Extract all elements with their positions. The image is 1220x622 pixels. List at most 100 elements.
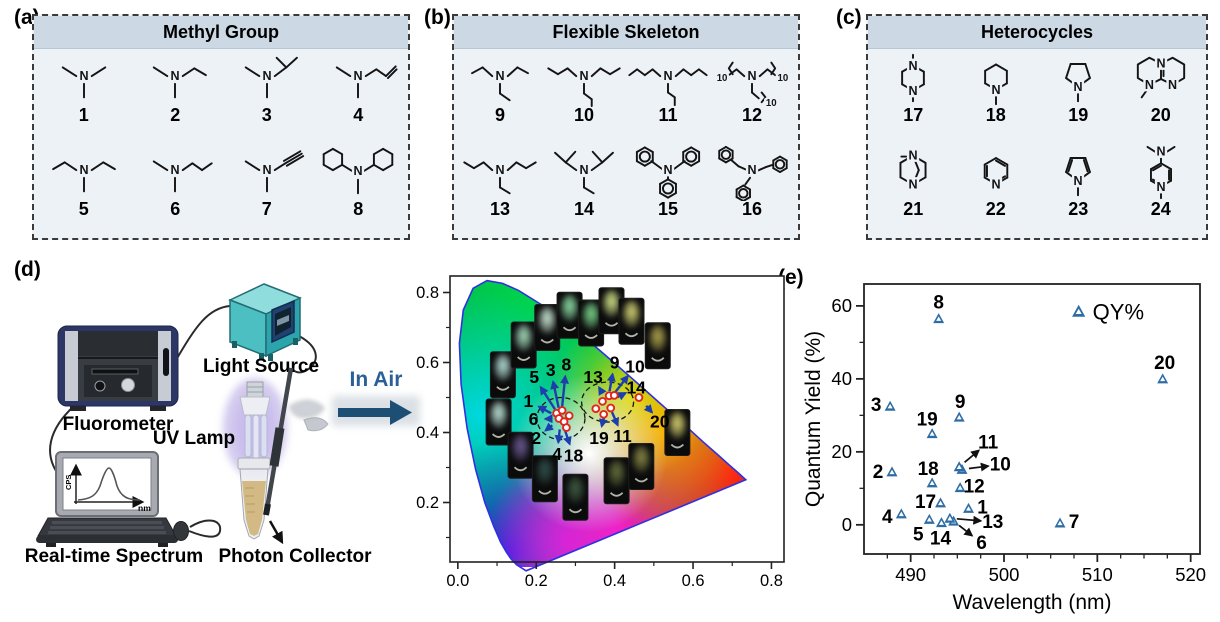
- cie-point-label: 6: [529, 409, 539, 429]
- structure-dimethylaminopyridine-icon: NN: [1146, 145, 1176, 200]
- compound-number: 5: [78, 199, 89, 219]
- svg-text:N: N: [171, 69, 180, 83]
- cie-point-label: 13: [583, 367, 603, 387]
- cie-y-tick: 0.4: [416, 424, 439, 442]
- cie-y-tick: 0.8: [416, 284, 439, 302]
- compound-cell: N N 17: [872, 51, 955, 145]
- compound-cell: N 10: [542, 51, 626, 145]
- compound-number: 1: [78, 105, 89, 125]
- in-air-arrow-icon: [338, 400, 412, 425]
- svg-text:N: N: [579, 163, 588, 177]
- svg-text:N: N: [909, 59, 918, 73]
- compound-number: 9: [494, 105, 505, 125]
- photon-collector-label: Photon Collector: [218, 546, 372, 567]
- point-label: 8: [933, 293, 944, 314]
- svg-text:N: N: [1156, 56, 1165, 70]
- structure-dipropylethylamine-icon: N: [463, 161, 537, 195]
- structure-methylpiperidine-icon: N: [983, 63, 1008, 106]
- svg-text:N: N: [1145, 78, 1154, 92]
- compound-number: 6: [170, 199, 181, 219]
- cie-data-marker: [562, 423, 571, 432]
- structure-dimethylbutylamine-icon: N: [153, 160, 213, 193]
- compound-number: 8: [353, 199, 364, 219]
- cie-x-tick: 0.2: [525, 572, 548, 590]
- point-label: 9: [955, 392, 966, 413]
- svg-text:N: N: [909, 84, 918, 98]
- point-label-arrow: [956, 515, 983, 525]
- sample-vial-photo: [603, 457, 630, 505]
- point-label: 1: [977, 497, 988, 518]
- svg-text:N: N: [495, 69, 504, 83]
- cie-point-label: 3: [546, 360, 556, 380]
- structure-dimethylisopropylamine-icon: N: [244, 56, 298, 99]
- scatter-triangle-marker: [944, 512, 956, 523]
- sample-vial-photo: [618, 297, 645, 345]
- spectrum-ylabel: CPS: [64, 475, 73, 490]
- svg-text:N: N: [579, 69, 588, 83]
- svg-text:N: N: [991, 83, 1000, 97]
- cie-point-label: 11: [613, 426, 632, 446]
- compound-number: 11: [658, 105, 678, 125]
- cie-point-arrow: [554, 429, 564, 445]
- compound-number: 3: [261, 105, 272, 125]
- structure-trimethylamine-icon: N: [61, 66, 106, 99]
- svg-text:N: N: [909, 177, 918, 191]
- cie-x-tick: 0.4: [603, 572, 626, 590]
- panel-b-title: Flexible Skeleton: [454, 16, 798, 49]
- compound-number: 17: [903, 105, 924, 125]
- point-label: 5: [913, 524, 924, 545]
- cie-point-arrow: [550, 379, 560, 408]
- compound-number: 14: [573, 199, 595, 219]
- svg-text:N: N: [262, 163, 271, 177]
- in-air-annotation: In Air: [332, 368, 420, 426]
- svg-text:N: N: [171, 163, 180, 177]
- structure-pyridine-icon: N: [983, 157, 1009, 194]
- structure-methylpyrrolidine-icon: N: [1065, 63, 1092, 103]
- svg-text:N: N: [1156, 180, 1165, 194]
- structure-dimethylethylamine-icon: N: [153, 66, 208, 99]
- svg-text:N: N: [1168, 78, 1177, 92]
- compound-number: 10: [573, 105, 595, 125]
- point-label-arrow: [964, 449, 981, 463]
- cables: [49, 305, 317, 538]
- compound-cell: N 14: [542, 145, 626, 239]
- compound-number: 24: [1150, 199, 1171, 219]
- compound-number: 12: [741, 105, 763, 125]
- cie-x-tick: 0.8: [760, 572, 783, 590]
- compound-number: 4: [353, 105, 364, 125]
- svg-text:N: N: [354, 69, 363, 83]
- sample-vial-photo: [562, 473, 589, 521]
- cie-point-arrow: [616, 392, 628, 401]
- spectrum-xlabel: nm: [138, 503, 151, 513]
- panel-c-title: Heterocycles: [868, 16, 1206, 49]
- compound-cell: N 23: [1037, 145, 1120, 239]
- scatter-triangle-marker: [933, 313, 945, 324]
- cable-mouse: [188, 519, 222, 538]
- structure-trialkyl-c10-amine-icon: N 10 10 10: [714, 61, 791, 107]
- compound-number: 22: [985, 199, 1006, 219]
- svg-text:N: N: [663, 163, 672, 177]
- scatter-triangle-marker: [1072, 304, 1086, 317]
- structure-triphenylamine-icon: N: [635, 146, 701, 199]
- svg-text:N: N: [495, 163, 504, 177]
- sample-vial-photo: [531, 455, 558, 503]
- cie-data-marker: [606, 403, 616, 413]
- cie-point-arrow: [537, 405, 552, 415]
- light-source-icon: [228, 283, 302, 361]
- structure-triethylamine-icon: N: [471, 66, 529, 102]
- cie-y-tick: 0.6: [416, 354, 439, 372]
- y-tick-label: 0: [842, 514, 852, 535]
- mouse-icon: [173, 521, 189, 541]
- point-label: 3: [871, 395, 882, 416]
- compound-cell: N 19: [1037, 51, 1120, 145]
- cie-data-marker: [609, 391, 619, 400]
- svg-text:N: N: [909, 148, 918, 162]
- scatter-triangle-marker: [884, 400, 896, 411]
- x-axis-title: Wavelength (nm): [952, 591, 1111, 614]
- panel-d-letter: (d): [14, 258, 41, 281]
- compound-cell: N 10 10 10 12: [710, 51, 794, 145]
- cie-point-arrow: [610, 411, 619, 427]
